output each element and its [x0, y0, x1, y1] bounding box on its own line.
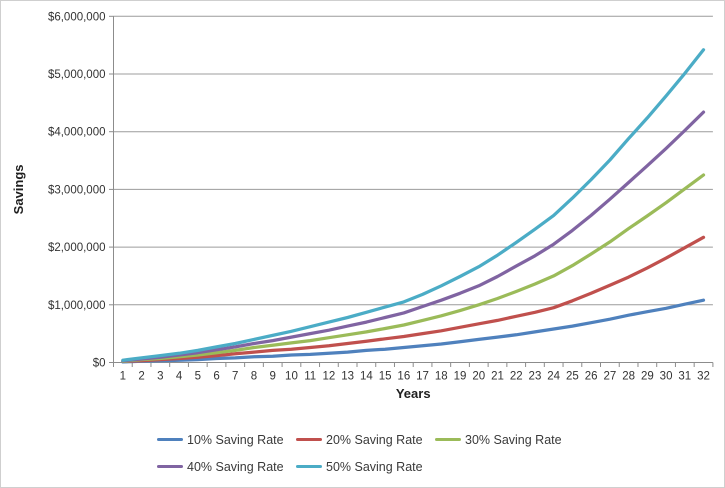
- x-axis-tick-label: 8: [251, 371, 257, 383]
- y-axis-tick-label: $2,000,000: [48, 242, 106, 254]
- x-axis-tick-label: 2: [138, 371, 144, 383]
- legend-label: 40% Saving Rate: [187, 459, 284, 474]
- x-axis-tick-label: 15: [379, 371, 392, 383]
- x-axis-tick-label: 17: [416, 371, 429, 383]
- y-axis-tick-label: $6,000,000: [48, 11, 106, 23]
- x-axis-tick-label: 32: [697, 371, 710, 383]
- x-axis-tick-label: 22: [510, 371, 523, 383]
- legend-line-swatch: [435, 437, 461, 442]
- x-axis-tick-label: 26: [585, 371, 598, 383]
- x-axis-tick-label: 18: [435, 371, 448, 383]
- legend-line-swatch: [296, 464, 322, 469]
- y-axis-title: Savings: [11, 164, 26, 214]
- series-line-30-saving-rate: [121, 173, 706, 363]
- y-axis-tick-label: $1,000,000: [48, 300, 106, 312]
- x-axis-tick-label: 7: [232, 371, 238, 383]
- x-axis-tick-label: 4: [176, 371, 183, 383]
- x-axis-tick-label: 21: [491, 371, 504, 383]
- x-axis-tick-label: 30: [660, 371, 673, 383]
- x-axis-tick-label: 31: [678, 371, 691, 383]
- x-axis-tick-label: 23: [529, 371, 542, 383]
- y-axis-tick-label: $4,000,000: [48, 127, 106, 139]
- legend-label: 20% Saving Rate: [326, 432, 423, 447]
- legend-item-10-saving-rate: 10% Saving Rate: [157, 426, 296, 453]
- chart-legend: 10% Saving Rate 20% Saving Rate 30% Saving…: [157, 426, 581, 480]
- legend-label: 30% Saving Rate: [465, 432, 562, 447]
- legend-label: 50% Saving Rate: [326, 459, 423, 474]
- legend-item-30-saving-rate: 30% Saving Rate: [435, 426, 574, 453]
- y-axis-tick-label: $0: [93, 358, 106, 370]
- x-axis-tick-label: 1: [120, 371, 126, 383]
- legend-line-swatch: [157, 437, 183, 442]
- x-axis-tick-label: 16: [397, 371, 410, 383]
- x-axis-tick-label: 3: [157, 371, 163, 383]
- x-axis-title: Years: [396, 386, 431, 401]
- x-axis-tick-label: 10: [285, 371, 298, 383]
- legend-label: 10% Saving Rate: [187, 432, 284, 447]
- y-axis-tick-label: $5,000,000: [48, 69, 106, 81]
- series-line-40-saving-rate: [121, 110, 706, 363]
- x-axis-tick-label: 11: [304, 371, 316, 383]
- x-axis-tick-label: 9: [270, 371, 276, 383]
- series-line-20-saving-rate: [121, 235, 706, 363]
- series-line-50-saving-rate: [121, 48, 706, 362]
- legend-line-swatch: [296, 437, 322, 442]
- series-line-10-saving-rate: [121, 298, 706, 364]
- savings-line-chart: $0 $1,000,000 $2,000,000 $3,000,000 $4,000,0…: [11, 11, 714, 401]
- x-axis-tick-label: 5: [195, 371, 201, 383]
- x-axis-tick-label: 6: [213, 371, 219, 383]
- x-axis-tick-label: 13: [341, 371, 354, 383]
- x-axis-tick-label: 28: [622, 371, 635, 383]
- x-axis-tick-label: 24: [547, 371, 560, 383]
- legend-item-40-saving-rate: 40% Saving Rate: [157, 453, 296, 480]
- x-axis-tick-label: 19: [454, 371, 467, 383]
- x-axis-tick-label: 27: [603, 371, 616, 383]
- x-axis-tick-label: 14: [360, 371, 373, 383]
- x-axis-tick-label: 25: [566, 371, 579, 383]
- x-axis-tick-label: 12: [323, 371, 336, 383]
- x-axis-tick-label: 20: [472, 371, 485, 383]
- legend-line-swatch: [157, 464, 183, 469]
- y-axis-tick-label: $3,000,000: [48, 184, 106, 196]
- x-axis-tick-label: 29: [641, 371, 654, 383]
- legend-item-50-saving-rate: 50% Saving Rate: [296, 453, 435, 480]
- legend-item-20-saving-rate: 20% Saving Rate: [296, 426, 435, 453]
